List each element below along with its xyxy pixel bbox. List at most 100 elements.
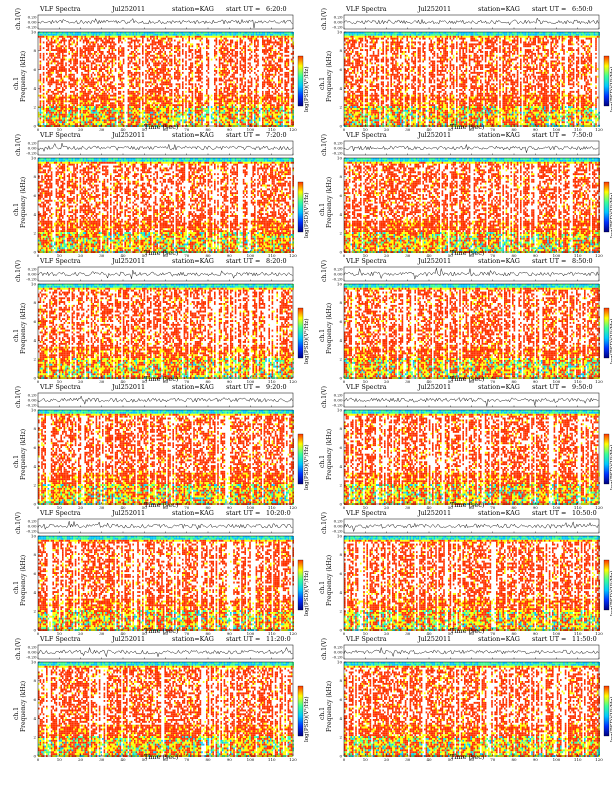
colorbar [604,182,609,232]
time-tick-label: 120 [289,757,297,762]
time-tick-label: 100 [247,757,255,762]
waveform-axes [38,15,293,29]
colorbar-label: log(PSD)(V²/Hz) [304,444,310,490]
frequency-tick-label: 4 [33,86,36,91]
frequency-tick-label: 10 [31,659,37,664]
frequency-tick-label: 6 [33,67,36,72]
colorbar [604,560,609,610]
frequency-tick-label: 6 [339,445,342,450]
spectrogram-panel-5: VLF Spectra Jul252011 station=KAG start UT … [12,258,302,383]
spectrogram-image [38,284,294,379]
spectrogram-image [344,410,600,505]
spectrogram-ylabel: Frequency (kHz) [21,681,27,732]
spectrogram-ylabel: Frequency (kHz) [327,51,333,102]
frequency-tick-label: 2 [339,483,342,488]
spectrogram-ylabel: Frequency (kHz) [327,429,333,480]
frequency-tick-label: 8 [339,552,342,557]
time-tick-label: 10 [363,757,369,762]
frequency-tick-label: 8 [339,174,342,179]
time-tick-label: 110 [268,757,276,762]
time-tick-label: 40 [120,757,126,762]
spectrogram-image [38,158,294,253]
frequency-tick-label: 2 [33,735,36,740]
frequency-tick-label: 4 [339,212,342,217]
time-axis-label: Time (sec) [144,753,178,761]
spectrogram-image [38,410,294,505]
colorbar-label: log(PSD)(V²/Hz) [304,696,310,742]
waveform-ylabel: ch.1(V) [321,8,328,30]
frequency-tick-label: 8 [33,678,36,683]
frequency-tick-label: 10 [31,281,37,286]
time-tick-label: 90 [227,757,233,762]
spectrogram-panel-8: VLF Spectra Jul252011 station=KAG start UT … [318,384,608,509]
colorbar [298,182,303,232]
spectrogram-panel-11: VLF Spectra Jul252011 station=KAG start UT … [12,636,302,761]
waveform-axes [38,141,293,155]
time-tick-label: 30 [99,757,105,762]
waveform-ylabel: ch.1(V) [321,512,328,534]
spectrogram-ylabel: Frequency (kHz) [327,177,333,228]
spectrogram-panel-1: VLF Spectra Jul252011 station=KAG start UT … [12,6,302,131]
waveform-axes [38,519,293,533]
time-tick-label: 10 [57,757,63,762]
waveform-ylabel: ch.1(V) [15,386,22,408]
waveform-axes [344,141,599,155]
spectrogram-panel-2: VLF Spectra Jul252011 station=KAG start UT … [318,6,608,131]
frequency-tick-label: 10 [337,407,343,412]
time-tick-label: 80 [205,757,211,762]
frequency-tick-label: 2 [33,357,36,362]
colorbar [298,560,303,610]
frequency-tick-label: 4 [33,464,36,469]
frequency-tick-label: 10 [337,659,343,664]
frequency-tick-label: 4 [33,212,36,217]
frequency-tick-label: 6 [339,193,342,198]
time-tick-label: 80 [511,757,517,762]
spectrogram-ylabel: Frequency (kHz) [21,555,27,606]
frequency-tick-label: 4 [339,86,342,91]
frequency-tick-label: 4 [33,716,36,721]
frequency-tick-label: 2 [339,735,342,740]
frequency-tick-label: 2 [339,105,342,110]
waveform-ylabel: ch.1(V) [321,386,328,408]
spectrogram-ylabel: Frequency (kHz) [327,303,333,354]
colorbar-label: log(PSD)(V²/Hz) [304,192,310,238]
spectrogram-ylabel: Frequency (kHz) [21,51,27,102]
waveform-ylabel: ch.1(V) [321,134,328,156]
time-axis-label: Time (sec) [450,753,484,761]
time-tick-label: 20 [384,757,390,762]
colorbar [604,308,609,358]
time-tick-label: 110 [574,757,582,762]
waveform-axes [344,519,599,533]
time-axis-label: Time (sec) [144,249,178,257]
colorbar [604,686,609,736]
colorbar [298,56,303,106]
time-tick-label: 0 [343,757,346,762]
frequency-tick-label: 8 [339,48,342,53]
frequency-tick-label: 2 [33,483,36,488]
colorbar [298,308,303,358]
time-axis-label: Time (sec) [144,501,178,509]
waveform-ylabel: ch.1(V) [15,512,22,534]
colorbar [298,686,303,736]
frequency-tick-label: 4 [33,590,36,595]
frequency-tick-label: 8 [33,174,36,179]
spectrogram-ylabel: Frequency (kHz) [21,303,27,354]
frequency-tick-label: 2 [339,357,342,362]
spectrogram-image [344,536,600,631]
frequency-tick-label: 6 [339,697,342,702]
spectrogram-image [344,32,600,127]
frequency-tick-label: 4 [33,338,36,343]
time-tick-label: 90 [533,757,539,762]
frequency-tick-label: 6 [33,697,36,702]
time-axis-label: Time (sec) [144,123,178,131]
spectrogram-ylabel: Frequency (kHz) [327,681,333,732]
frequency-tick-label: 10 [31,407,37,412]
frequency-tick-label: 8 [339,426,342,431]
colorbar-label: log(PSD)(V²/Hz) [304,570,310,616]
